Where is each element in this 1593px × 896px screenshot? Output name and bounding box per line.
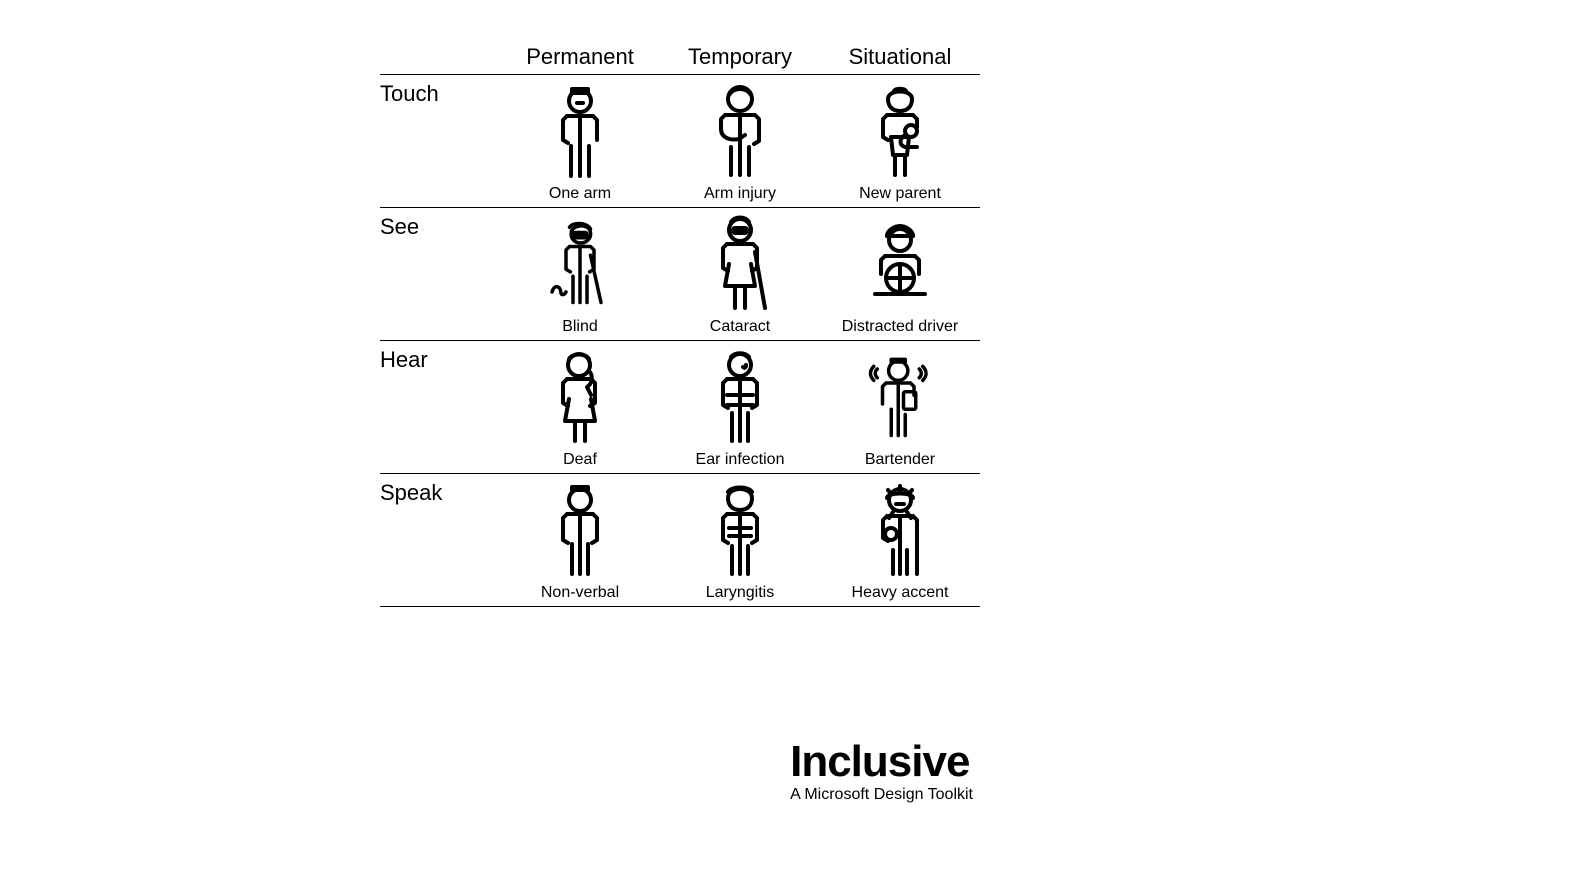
col-header-temporary: Temporary <box>660 44 820 70</box>
caption: Bartender <box>820 451 980 469</box>
caption: One arm <box>500 185 660 203</box>
caption: New parent <box>820 185 980 203</box>
row-label: See <box>380 214 500 240</box>
caption: Arm injury <box>660 185 820 203</box>
ear-infection-icon <box>705 347 775 447</box>
col-header-permanent: Permanent <box>500 44 660 70</box>
new-parent-icon <box>865 81 935 181</box>
persona-grid: Permanent Temporary Situational Touch On… <box>380 30 980 607</box>
col-header-situational: Situational <box>820 44 980 70</box>
footer: Inclusive A Microsoft Design Toolkit <box>790 740 973 804</box>
divider <box>380 606 980 607</box>
cataract-icon <box>705 214 775 314</box>
caption: Distracted driver <box>820 318 980 336</box>
caption: Ear infection <box>660 451 820 469</box>
one-arm-icon <box>545 81 615 181</box>
blind-icon <box>545 214 615 314</box>
row-hear: Hear Deaf Ear infection <box>380 341 980 469</box>
caption: Laryngitis <box>660 584 820 602</box>
page: Permanent Temporary Situational Touch On… <box>0 0 1593 896</box>
caption: Blind <box>500 318 660 336</box>
row-see: See Blind <box>380 208 980 336</box>
cell-laryngitis: Laryngitis <box>660 480 820 602</box>
heavy-accent-icon <box>865 480 935 580</box>
cell-deaf: Deaf <box>500 347 660 469</box>
laryngitis-icon <box>705 480 775 580</box>
cell-heavy-accent: Heavy accent <box>820 480 980 602</box>
arm-injury-icon <box>705 81 775 181</box>
footer-subtitle: A Microsoft Design Toolkit <box>790 786 973 804</box>
cell-arm-injury: Arm injury <box>660 81 820 203</box>
row-label: Hear <box>380 347 500 373</box>
caption: Non-verbal <box>500 584 660 602</box>
row-label: Touch <box>380 81 500 107</box>
row-label: Speak <box>380 480 500 506</box>
non-verbal-icon <box>545 480 615 580</box>
row-touch: Touch One arm Arm injury <box>380 75 980 203</box>
cell-cataract: Cataract <box>660 214 820 336</box>
cell-new-parent: New parent <box>820 81 980 203</box>
bartender-icon <box>865 347 935 447</box>
deaf-icon <box>545 347 615 447</box>
cell-one-arm: One arm <box>500 81 660 203</box>
column-headers: Permanent Temporary Situational <box>380 30 980 70</box>
cell-distracted-driver: Distracted driver <box>820 214 980 336</box>
cell-ear-infection: Ear infection <box>660 347 820 469</box>
cell-non-verbal: Non-verbal <box>500 480 660 602</box>
caption: Deaf <box>500 451 660 469</box>
caption: Heavy accent <box>820 584 980 602</box>
cell-blind: Blind <box>500 214 660 336</box>
caption: Cataract <box>660 318 820 336</box>
footer-title: Inclusive <box>790 740 973 784</box>
distracted-driver-icon <box>865 214 935 314</box>
cell-bartender: Bartender <box>820 347 980 469</box>
row-speak: Speak Non-verbal Laryngitis <box>380 474 980 602</box>
